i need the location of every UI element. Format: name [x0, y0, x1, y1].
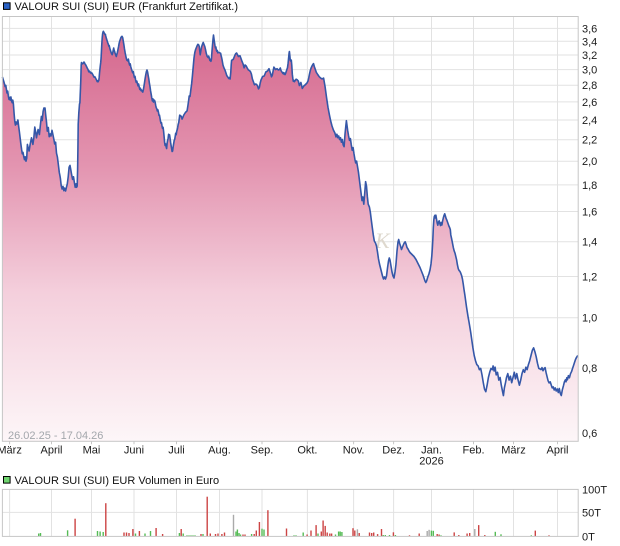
svg-text:1,2: 1,2	[582, 272, 597, 284]
svg-text:0,8: 0,8	[582, 363, 597, 375]
svg-text:50T: 50T	[582, 507, 601, 519]
svg-text:0T: 0T	[582, 531, 595, 543]
svg-text:26.02.25 - 17.04.26: 26.02.25 - 17.04.26	[8, 430, 103, 442]
svg-text:0,6: 0,6	[582, 428, 597, 440]
svg-text:April: April	[40, 445, 62, 457]
svg-text:3,0: 3,0	[582, 65, 597, 77]
svg-text:VALOUR SUI (SUI) EUR (Frankfur: VALOUR SUI (SUI) EUR (Frankfurt Zertifik…	[15, 1, 239, 13]
svg-text:März: März	[501, 445, 525, 457]
svg-text:2,0: 2,0	[582, 156, 597, 168]
svg-text:2026: 2026	[419, 456, 443, 468]
svg-text:2,6: 2,6	[582, 97, 597, 109]
svg-text:Mai: Mai	[83, 445, 101, 457]
svg-text:1,0: 1,0	[582, 313, 597, 325]
svg-text:Dez.: Dez.	[382, 445, 405, 457]
svg-text:3,2: 3,2	[582, 50, 597, 62]
svg-text:Juni: Juni	[124, 445, 144, 457]
svg-text:100T: 100T	[582, 484, 607, 496]
svg-text:Juli: Juli	[168, 445, 185, 457]
svg-text:Feb.: Feb.	[462, 445, 484, 457]
svg-text:3,6: 3,6	[582, 23, 597, 35]
svg-text:April: April	[546, 445, 568, 457]
svg-text:2,2: 2,2	[582, 135, 597, 147]
svg-text:3,4: 3,4	[582, 36, 597, 48]
svg-text:1,4: 1,4	[582, 237, 597, 249]
svg-text:Sep.: Sep.	[251, 445, 274, 457]
svg-text:1,8: 1,8	[582, 180, 597, 192]
svg-text:Nov.: Nov.	[343, 445, 365, 457]
svg-text:2,4: 2,4	[582, 115, 597, 127]
svg-text:Okt.: Okt.	[297, 445, 317, 457]
svg-text:1,6: 1,6	[582, 207, 597, 219]
svg-text:K: K	[374, 228, 391, 253]
svg-text:2,8: 2,8	[582, 80, 597, 92]
svg-text:Jan.: Jan.	[421, 445, 442, 457]
svg-text:Aug.: Aug.	[208, 445, 231, 457]
svg-text:März: März	[0, 445, 22, 457]
svg-text:VALOUR SUI (SUI) EUR Volumen i: VALOUR SUI (SUI) EUR Volumen in Euro	[15, 475, 220, 487]
